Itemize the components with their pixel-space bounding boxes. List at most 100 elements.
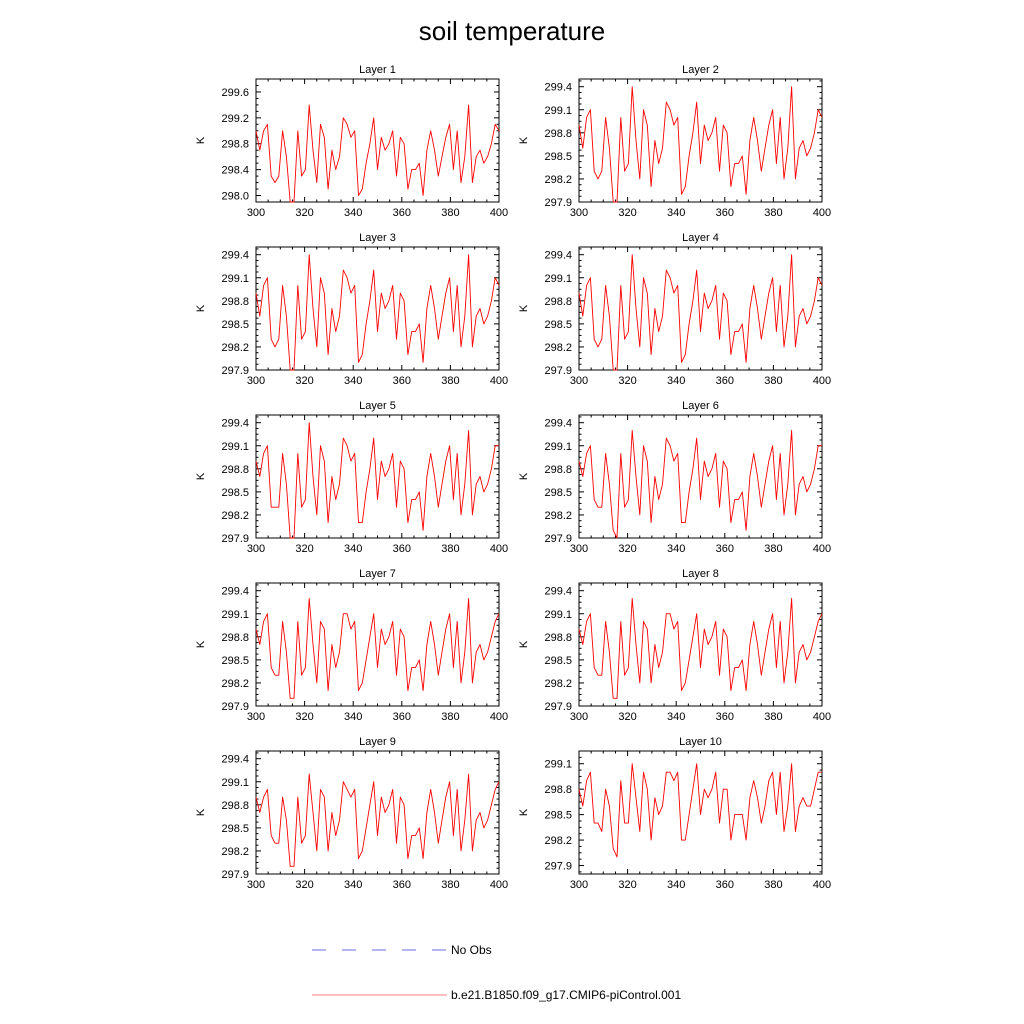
x-tick-label: 400 (490, 711, 508, 723)
series-line-model (255, 422, 499, 539)
y-tick-label: 298.2 (221, 846, 249, 858)
y-tick-label: 298.8 (544, 128, 572, 140)
plot-frame (578, 246, 823, 371)
y-tick-label: 299.1 (221, 609, 249, 621)
series-line-model (255, 104, 500, 203)
series-line-model (578, 597, 823, 699)
y-tick-label: 299.4 (544, 250, 572, 262)
y-tick-label: 298.5 (544, 319, 572, 331)
y-tick-label: 298.2 (221, 510, 249, 522)
x-tick-label: 400 (813, 711, 831, 723)
x-tick-label: 300 (570, 375, 588, 387)
x-tick-label: 340 (344, 711, 362, 723)
y-tick-label: 298.5 (221, 487, 249, 499)
x-tick-label: 320 (618, 375, 636, 387)
panel-9: Layer 9 300 320 340 360 380 400 297.9 298.2 298.5… (195, 736, 508, 891)
y-tick-label: 299.1 (221, 441, 249, 453)
y-axis-label: K (518, 136, 530, 144)
y-tick-label: 299.1 (221, 777, 249, 789)
y-tick-label: 298.8 (544, 632, 572, 644)
y-axis-label: K (195, 640, 207, 648)
legend: No Obs b.e21.B1850.f09_g17.CMIP6-piContr… (312, 943, 681, 1002)
x-tick-label: 400 (813, 879, 831, 891)
panel-5: Layer 5 300 320 340 360 380 400 297.9 298.2 298.5… (195, 400, 508, 555)
panel-title: Layer 4 (682, 232, 719, 244)
series-line-model (578, 763, 822, 858)
x-tick-label: 320 (295, 711, 313, 723)
y-tick-label: 298.5 (221, 823, 249, 835)
x-tick-label: 300 (570, 543, 588, 555)
y-tick-label: 298.2 (544, 835, 572, 847)
panel-7: Layer 7 300 320 340 360 380 400 297.9 298.2 298.5… (195, 568, 508, 723)
plot-frame (255, 246, 500, 371)
panel-title: Layer 6 (682, 400, 719, 412)
x-tick-label: 360 (393, 207, 411, 219)
plot-frame (255, 582, 500, 707)
y-tick-label: 298.4 (221, 165, 249, 177)
y-tick-label: 299.6 (221, 87, 249, 99)
x-tick-label: 400 (813, 543, 831, 555)
x-tick-label: 300 (570, 207, 588, 219)
y-tick-label: 298.8 (221, 632, 249, 644)
panel-title: Layer 2 (682, 64, 719, 76)
x-tick-label: 380 (441, 543, 459, 555)
y-tick-label: 298.8 (544, 784, 572, 796)
y-axis-label: K (518, 304, 530, 312)
x-tick-label: 340 (667, 711, 685, 723)
x-tick-label: 360 (716, 207, 734, 219)
series-line-model (255, 597, 500, 699)
y-tick-label: 298.8 (544, 464, 572, 476)
x-tick-label: 380 (764, 543, 782, 555)
panel-6: Layer 6 300 320 340 360 380 400 297.9 298.2 298.5… (518, 400, 831, 555)
x-tick-label: 380 (764, 375, 782, 387)
panel-title: Layer 9 (359, 736, 396, 748)
plot-frame (255, 78, 500, 203)
y-tick-label: 298.5 (544, 487, 572, 499)
x-tick-label: 320 (295, 207, 313, 219)
x-tick-label: 400 (490, 207, 508, 219)
y-tick-label: 299.1 (544, 759, 572, 771)
legend-label-model: b.e21.B1850.f09_g17.CMIP6-piControl.001 (451, 988, 681, 1002)
x-tick-label: 400 (813, 207, 831, 219)
x-tick-label: 340 (344, 543, 362, 555)
x-tick-label: 360 (716, 879, 734, 891)
y-tick-label: 297.9 (544, 533, 572, 545)
panel-title: Layer 10 (679, 736, 722, 748)
y-tick-label: 297.9 (544, 861, 572, 873)
y-tick-label: 299.1 (544, 609, 572, 621)
panel-4: Layer 4 300 320 340 360 380 400 297.9 298.2 298.5… (518, 232, 831, 387)
y-tick-label: 298.8 (221, 800, 249, 812)
y-axis-label: K (518, 640, 530, 648)
x-tick-label: 320 (618, 711, 636, 723)
y-axis-label: K (518, 808, 530, 816)
panel-title: Layer 1 (359, 64, 396, 76)
x-tick-label: 380 (441, 711, 459, 723)
y-tick-label: 299.1 (544, 441, 572, 453)
y-tick-label: 299.4 (544, 82, 572, 94)
x-tick-label: 300 (570, 879, 588, 891)
y-tick-label: 297.9 (544, 197, 572, 209)
x-tick-label: 300 (570, 711, 588, 723)
y-tick-label: 298.5 (544, 151, 572, 163)
y-tick-label: 299.4 (544, 418, 572, 430)
y-tick-label: 298.5 (221, 655, 249, 667)
y-tick-label: 297.9 (544, 701, 572, 713)
y-axis-label: K (195, 472, 207, 480)
panel-3: Layer 3 300 320 340 360 380 400 297.9 298.2 298.5… (195, 232, 508, 387)
y-tick-label: 298.0 (221, 191, 249, 203)
y-tick-label: 299.4 (221, 250, 249, 262)
x-tick-label: 400 (813, 375, 831, 387)
x-tick-label: 380 (441, 207, 459, 219)
y-axis-label: K (518, 472, 530, 480)
series-line-model (578, 86, 823, 203)
x-tick-label: 340 (344, 207, 362, 219)
x-tick-label: 340 (344, 375, 362, 387)
panel-title: Layer 3 (359, 232, 396, 244)
y-tick-label: 298.8 (544, 296, 572, 308)
y-tick-label: 299.1 (221, 273, 249, 285)
series-line-model (255, 254, 500, 371)
y-tick-label: 298.2 (544, 174, 572, 186)
x-tick-label: 360 (716, 543, 734, 555)
y-tick-label: 299.4 (221, 754, 249, 766)
